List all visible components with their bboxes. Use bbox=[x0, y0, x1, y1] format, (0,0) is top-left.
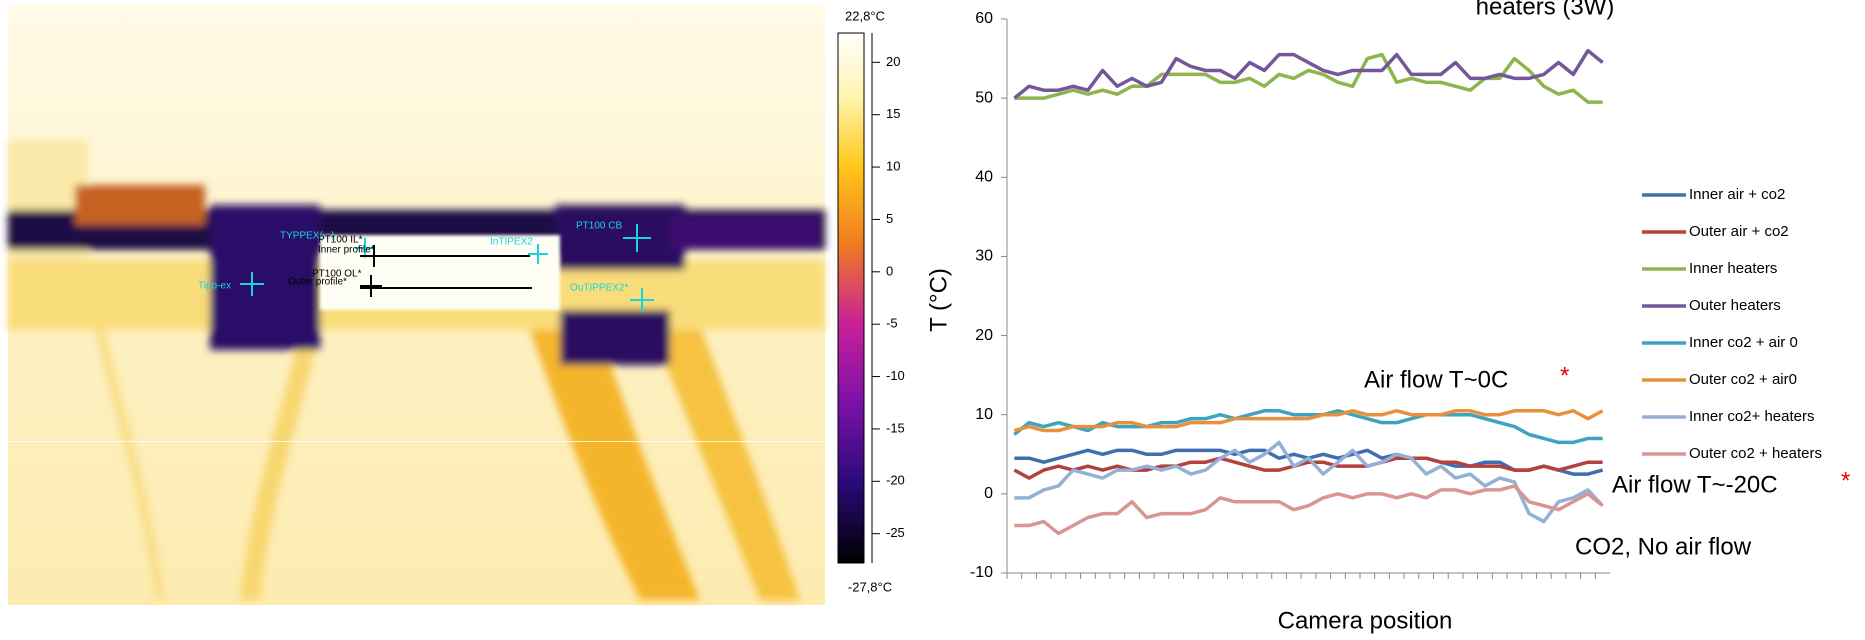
colorbar-max: 22,8°C bbox=[845, 8, 885, 23]
colorbar-tick-label: -10 bbox=[886, 368, 905, 383]
annotation: heaters (3W) bbox=[1476, 0, 1615, 20]
colorbar-tick-label: 0 bbox=[886, 263, 893, 278]
y-tick-label: 50 bbox=[975, 89, 993, 106]
annotation: Air flow T~-20C bbox=[1612, 471, 1778, 498]
annotation: Air flow T~0C bbox=[1364, 366, 1508, 393]
annotation: CO2, No air flow bbox=[1575, 533, 1752, 560]
marker-label: TYPPEX(...) bbox=[280, 231, 334, 242]
annotation: * bbox=[1560, 362, 1569, 389]
legend-label: Inner air + co2 bbox=[1689, 186, 1785, 203]
legend-label: Inner heaters bbox=[1689, 260, 1777, 277]
colorbar-tick-label: 15 bbox=[886, 106, 900, 121]
y-tick-label: -10 bbox=[970, 564, 993, 581]
marker-label: Tipp-ex bbox=[198, 281, 231, 292]
series-line bbox=[1014, 440, 1604, 524]
series-line bbox=[1013, 48, 1604, 100]
series-line bbox=[1014, 52, 1603, 104]
marker-label: InTIPEX2 bbox=[490, 237, 533, 248]
marker-label: Outer profile* bbox=[288, 277, 347, 288]
annotation: * bbox=[1841, 467, 1850, 494]
x-axis-label: Camera position bbox=[1278, 607, 1453, 634]
marker-label: OuTIPPEX2* bbox=[570, 283, 628, 294]
colorbar-tick-label: -25 bbox=[886, 525, 905, 540]
y-tick-label: 60 bbox=[975, 10, 993, 27]
series-line bbox=[1013, 456, 1603, 480]
legend-label: Outer co2 + heaters bbox=[1689, 445, 1822, 462]
legend-label: Outer air + co2 bbox=[1689, 223, 1789, 240]
colorbar bbox=[837, 32, 865, 564]
colorbar-tick-label: -20 bbox=[886, 473, 905, 488]
marker-label: Inner profile* bbox=[318, 245, 375, 256]
y-tick-label: 10 bbox=[975, 406, 993, 423]
thermal-image bbox=[0, 5, 825, 605]
colorbar-tick-label: -5 bbox=[886, 316, 898, 331]
y-axis-label: T (°C) bbox=[925, 268, 952, 332]
legend-label: Outer co2 + air0 bbox=[1689, 371, 1797, 388]
y-tick-label: 20 bbox=[975, 327, 993, 344]
series-line bbox=[1014, 484, 1604, 536]
y-tick-label: 40 bbox=[975, 169, 993, 186]
legend-label: Inner co2 + air 0 bbox=[1689, 334, 1798, 351]
marker-label: PT100 IL* bbox=[318, 235, 363, 246]
legend-label: Outer heaters bbox=[1689, 297, 1781, 314]
series-line bbox=[1013, 409, 1604, 433]
colorbar-tick-label: -15 bbox=[886, 420, 905, 435]
marker-label: PT100 CB bbox=[576, 221, 622, 232]
y-tick-label: 0 bbox=[984, 485, 993, 502]
colorbar-min: -27,8°C bbox=[848, 579, 892, 594]
colorbar-tick-label: 5 bbox=[886, 211, 893, 226]
colorbar-tick-label: 10 bbox=[886, 159, 900, 174]
colorbar-tick-label: 20 bbox=[886, 54, 900, 69]
y-tick-label: 30 bbox=[975, 248, 993, 265]
marker-label: PT100 OL* bbox=[312, 269, 362, 280]
legend-label: Inner co2+ heaters bbox=[1689, 408, 1815, 425]
